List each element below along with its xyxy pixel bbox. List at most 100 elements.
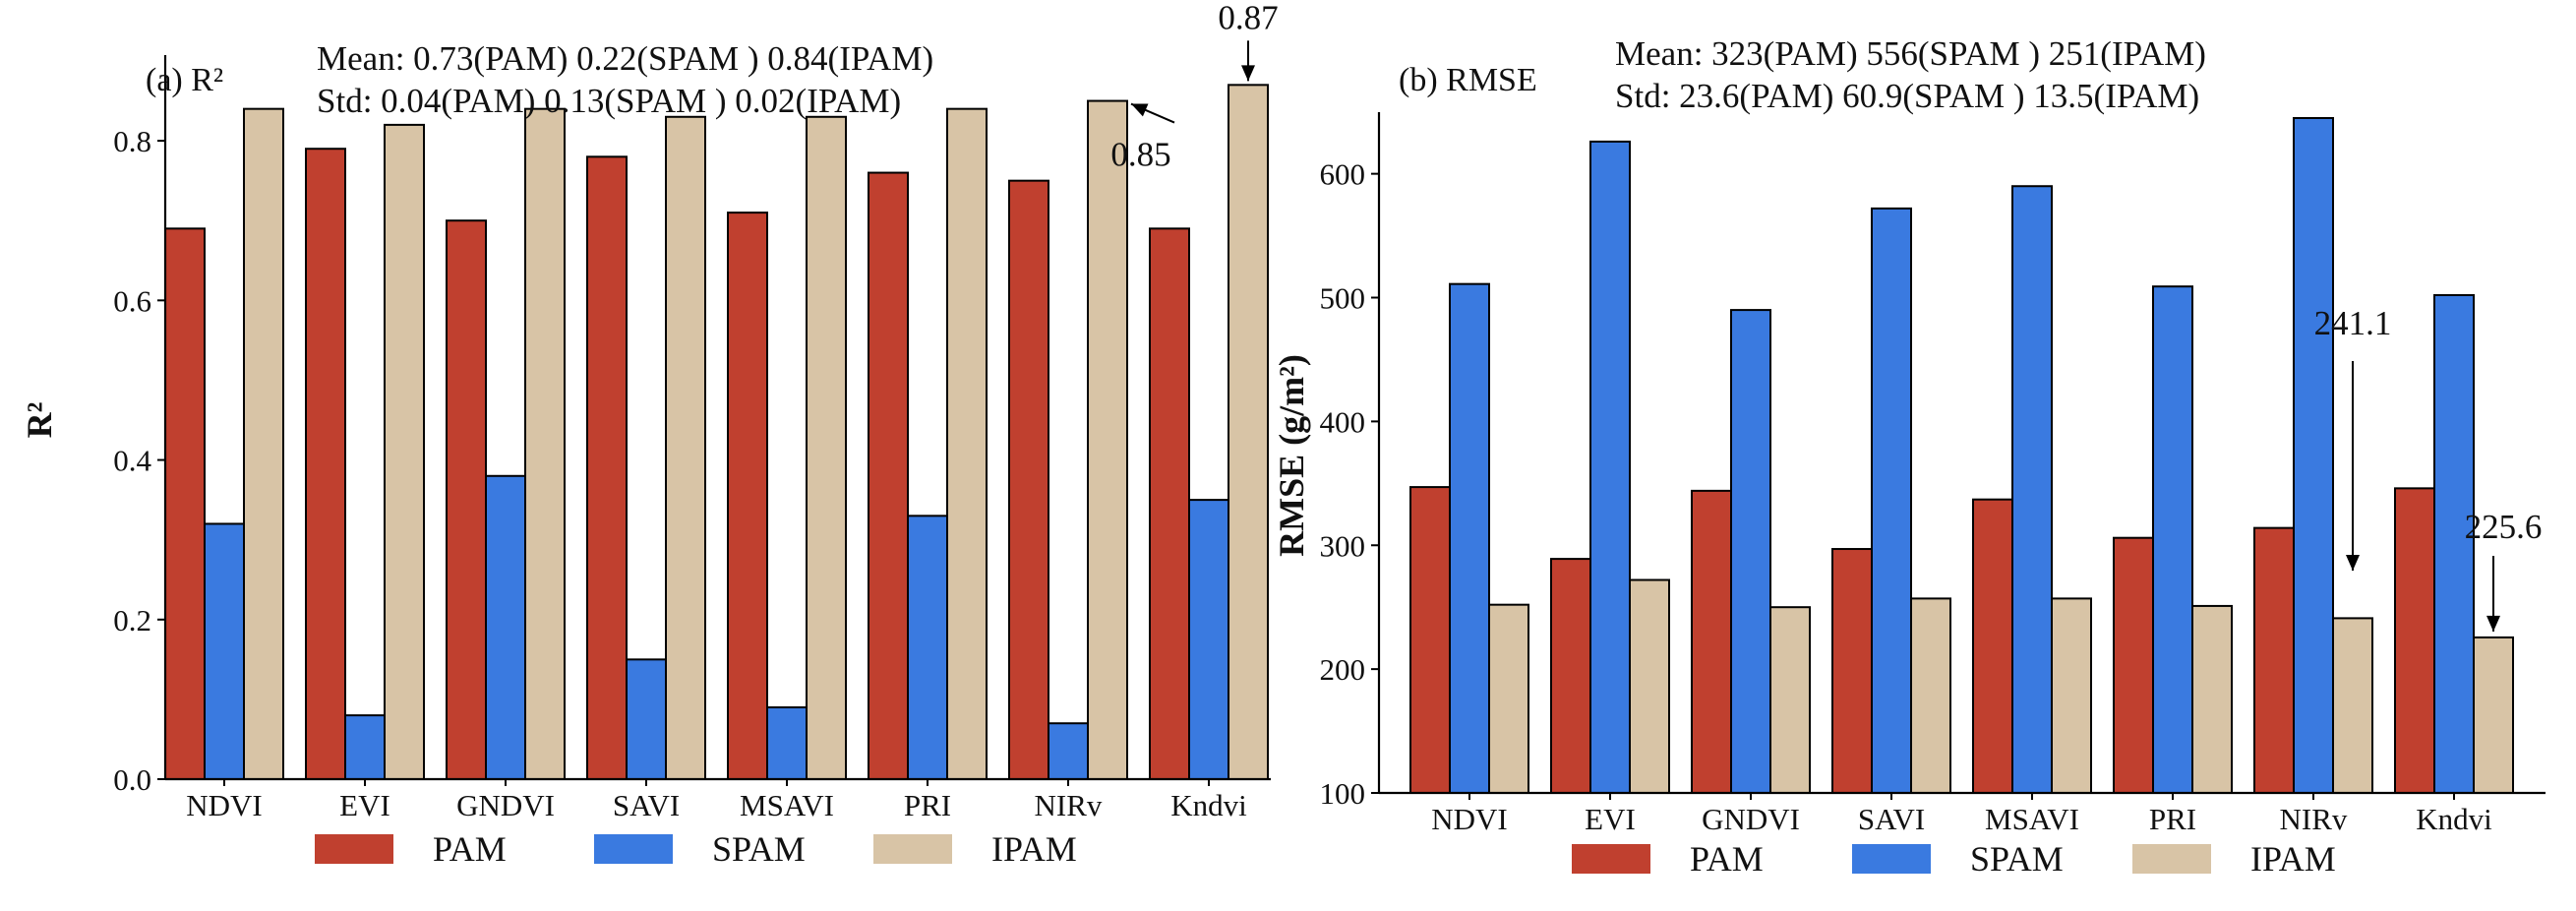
y-tick-label: 200 <box>1320 652 1366 687</box>
bar-spam-savi <box>626 658 667 780</box>
annotation-kndvi-label: 225.6 <box>2465 508 2543 546</box>
mean-stats: Mean: 0.73(PAM) 0.22(SPAM ) 0.84(IPAM) <box>317 39 933 78</box>
annotation-nirv-label: 241.1 <box>2314 304 2392 342</box>
y-tick-label: 0.6 <box>113 283 151 318</box>
bar-ipam-kndvi <box>1228 84 1269 781</box>
bar-spam-ndvi <box>1449 282 1490 794</box>
bar-pam-msavi <box>727 212 768 781</box>
bar-ipam-gndvi <box>1769 606 1811 795</box>
x-tick-label: Kndvi <box>1170 788 1247 822</box>
bar-spam-gndvi <box>1730 309 1771 794</box>
mean-stats: Mean: 323(PAM) 556(SPAM ) 251(IPAM) <box>1615 34 2206 73</box>
bar-spam-msavi <box>766 706 808 780</box>
bar-pam-gndvi <box>446 219 487 780</box>
y-axis-label: R² <box>20 402 59 439</box>
legend-label-pam: PAM <box>433 829 507 869</box>
bar-pam-msavi <box>1972 498 2013 794</box>
y-tick-label: 500 <box>1320 281 1366 316</box>
x-tick-label: MSAVI <box>1985 802 2079 836</box>
legend-label-ipam: IPAM <box>2250 839 2336 879</box>
bar-pam-ndvi <box>1409 486 1451 794</box>
bar-ipam-nirv <box>1087 99 1128 781</box>
bar-pam-evi <box>1550 558 1591 794</box>
annotation-nirv-label: 0.85 <box>1110 136 1170 174</box>
legend-swatch-spam <box>594 834 673 864</box>
legend-swatch-pam <box>1572 844 1650 874</box>
bar-spam-gndvi <box>485 474 526 780</box>
bar-pam-kndvi <box>2394 487 2435 794</box>
bar-ipam-evi <box>384 123 425 780</box>
legend-swatch-ipam <box>2132 844 2211 874</box>
x-tick-label: PRI <box>904 788 951 822</box>
legend-label-pam: PAM <box>1690 839 1764 879</box>
legend-swatch-pam <box>315 834 393 864</box>
std-stats: Std: 23.6(PAM) 60.9(SPAM ) 13.5(IPAM) <box>1615 77 2199 115</box>
x-tick-label: Kndvi <box>2416 802 2492 836</box>
y-tick-label: 100 <box>1320 776 1366 811</box>
x-tick-label: MSAVI <box>740 788 834 822</box>
bar-pam-nirv <box>2253 526 2295 795</box>
x-tick-label: NDVI <box>186 788 263 822</box>
annotation-nirv-arrowhead <box>1131 103 1149 117</box>
bar-spam-pri <box>2152 285 2193 795</box>
bar-pam-savi <box>586 155 628 781</box>
x-tick-label: NDVI <box>1431 802 1508 836</box>
annotation-kndvi-arrowhead <box>2486 615 2500 632</box>
x-tick-label: EVI <box>339 788 390 822</box>
y-tick-label: 0.2 <box>113 603 151 638</box>
bar-spam-evi <box>344 714 386 780</box>
bar-ipam-ndvi <box>243 107 284 780</box>
bar-ipam-nirv <box>2332 617 2373 794</box>
bar-spam-kndvi <box>1188 499 1229 780</box>
x-tick-label: PRI <box>2149 802 2196 836</box>
bar-pam-pri <box>868 171 909 781</box>
bar-ipam-msavi <box>2051 597 2092 794</box>
x-tick-label: NIRv <box>1035 788 1103 822</box>
bar-spam-savi <box>1871 207 1912 795</box>
bar-spam-kndvi <box>2433 293 2475 794</box>
panel-rmse: NDVI EVI GNDVI SAVI MSAVI PRI NIRv Kndvi 100 200 3… <box>1272 34 2546 879</box>
bar-ipam-pri <box>2191 604 2233 795</box>
x-tick-label: EVI <box>1585 802 1636 836</box>
legend-label-ipam: IPAM <box>991 829 1077 869</box>
x-tick-label: SAVI <box>613 788 680 822</box>
legend-label-spam: SPAM <box>712 829 806 869</box>
annotation-kndvi-label: 0.87 <box>1218 0 1278 36</box>
panel-r2: NDVI EVI GNDVI SAVI MSAVI PRI NIRv Kndvi 0.0 0.2 0… <box>20 0 1279 869</box>
y-axis-label: RMSE (g/m²) <box>1272 354 1311 557</box>
bar-ipam-gndvi <box>524 107 566 780</box>
bar-pam-evi <box>305 148 346 780</box>
bar-pam-nirv <box>1008 179 1049 780</box>
y-tick-label: 0.8 <box>113 124 151 158</box>
bar-ipam-pri <box>946 107 988 780</box>
bar-spam-evi <box>1589 140 1631 795</box>
y-tick-label: 0.0 <box>113 762 151 797</box>
legend-swatch-spam <box>1852 844 1931 874</box>
y-tick-label: 300 <box>1320 528 1366 563</box>
x-tick-label: NIRv <box>2280 802 2348 836</box>
panel-title: (b) RMSE <box>1399 62 1537 98</box>
bar-pam-kndvi <box>1149 227 1190 781</box>
bar-ipam-msavi <box>806 115 847 781</box>
bar-spam-nirv <box>2293 117 2334 794</box>
panel-title: (a) R² <box>146 62 223 98</box>
bar-spam-pri <box>907 515 948 780</box>
bar-pam-gndvi <box>1691 489 1732 794</box>
x-tick-label: GNDVI <box>456 788 555 822</box>
annotation-nirv-arrowhead <box>2346 555 2360 571</box>
std-stats: Std: 0.04(PAM) 0.13(SPAM ) 0.02(IPAM) <box>317 82 901 120</box>
legend-swatch-ipam <box>873 834 952 864</box>
bar-ipam-evi <box>1629 578 1670 794</box>
bar-pam-pri <box>2113 536 2154 794</box>
x-tick-label: SAVI <box>1858 802 1925 836</box>
y-tick-label: 600 <box>1320 157 1366 192</box>
bar-ipam-kndvi <box>2473 636 2514 795</box>
x-tick-label: GNDVI <box>1702 802 1800 836</box>
bar-spam-ndvi <box>204 522 245 780</box>
y-tick-label: 0.4 <box>113 444 151 478</box>
bar-pam-ndvi <box>164 227 206 781</box>
bar-ipam-savi <box>665 115 706 781</box>
y-tick-label: 400 <box>1320 404 1366 439</box>
bar-spam-nirv <box>1048 722 1089 781</box>
